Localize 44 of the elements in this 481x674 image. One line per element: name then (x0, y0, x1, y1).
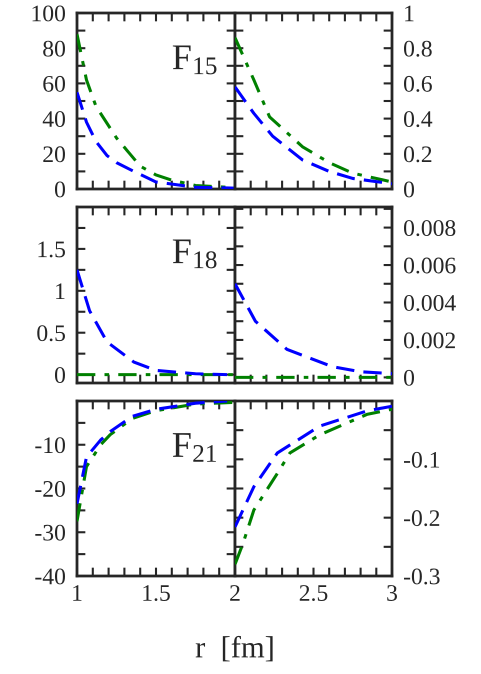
y-tick-label: 0.2 (404, 146, 432, 162)
line-series (235, 404, 392, 529)
line-series (235, 85, 392, 186)
y-tick-label: 0.4 (404, 111, 432, 128)
y-tick-label: -30 (35, 524, 65, 541)
line-series (77, 401, 229, 506)
y-tick-label: 0.5 (37, 325, 65, 342)
x-tick-label: 1.5 (143, 585, 170, 602)
y-tick-label: 0.8 (404, 40, 432, 57)
line-series (235, 282, 392, 376)
y-tick-label: 0.004 (404, 294, 456, 312)
y-tick-label: 1 (405, 6, 414, 22)
y-tick-label: 0.008 (404, 220, 456, 236)
annotation: F$_{18}$ (172, 239, 216, 268)
x-tick-label: 2.5 (300, 585, 328, 602)
y-tick-label: 80 (43, 40, 65, 57)
y-tick-label: 20 (43, 146, 65, 162)
line-series (235, 408, 392, 566)
y-tick-label: 0.002 (404, 332, 455, 348)
y-tick-label: 0 (54, 181, 65, 198)
y-tick-label: 0 (404, 370, 414, 386)
y-tick-label: 1 (56, 283, 64, 299)
y-tick-label: -0.2 (404, 510, 440, 526)
y-tick-label: 60 (43, 76, 65, 92)
y-tick-label: -10 (35, 437, 65, 454)
line-series (235, 36, 392, 184)
y-tick-label: 40 (42, 111, 65, 128)
y-tick-label: 0.6 (404, 76, 432, 92)
y-tick-label: 0 (404, 181, 414, 198)
y-tick-label: -40 (35, 568, 65, 584)
y-tick-label: 0 (54, 367, 65, 384)
x-tick-label: 2 (230, 585, 240, 601)
y-tick-label: 1.5 (38, 242, 65, 258)
y-tick-label: 0.006 (404, 258, 456, 274)
y-tick-label: -0.3 (404, 568, 440, 585)
y-tick-label: -0.1 (404, 452, 440, 468)
x-tick-label: 3 (387, 585, 397, 601)
annotation: F$_{21}$ (172, 433, 216, 462)
y-tick-label: -20 (35, 480, 65, 497)
line-series (77, 268, 229, 376)
y-tick-label: 100 (32, 5, 65, 22)
x-tick-label: 1 (73, 585, 82, 601)
annotation: F$_{15}$ (172, 45, 216, 74)
x-axis-title: r [fm] (196, 636, 273, 662)
